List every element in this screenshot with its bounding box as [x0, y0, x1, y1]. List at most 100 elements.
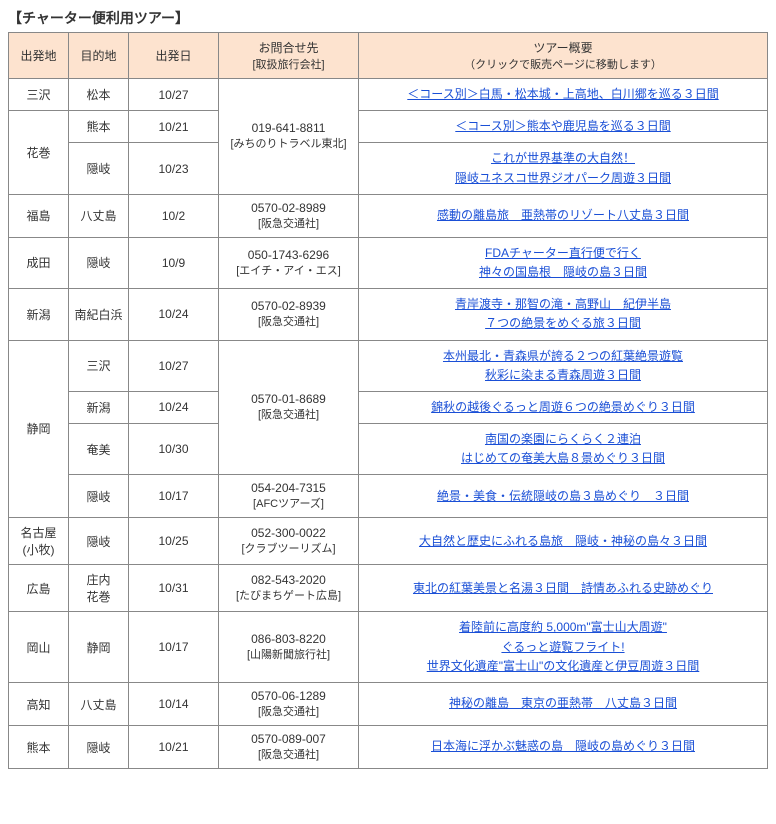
cell-dest: 八丈島 — [69, 194, 129, 237]
tour-link[interactable]: 東北の紅葉美景と名湯３日間 詩情あふれる史跡めぐり — [363, 579, 763, 598]
table-row: 新潟南紀白浜10/240570-02-8939[阪急交通社]青岸渡寺・那智の滝・… — [9, 289, 768, 340]
cell-date: 10/31 — [129, 565, 219, 612]
cell-dep: 福島 — [9, 194, 69, 237]
cell-dest: 隠岐 — [69, 726, 129, 769]
page-title: 【チャーター便利用ツアー】 — [8, 8, 768, 28]
table-row: 奄美10/30 南国の楽園にらくらく２連泊はじめての奄美大島８景めぐり３日間 — [9, 424, 768, 475]
table-row: 岡山静岡10/17086-803-8220[山陽新聞旅行社]着陸前に高度約 5,… — [9, 612, 768, 683]
cell-contact: 0570-01-8689[阪急交通社] — [219, 340, 359, 475]
cell-dest: 隠岐 — [69, 237, 129, 288]
tour-link[interactable]: ＜コース別＞白馬・松本城・上高地、白川郷を巡る３日間 — [363, 85, 763, 104]
cell-dest: 南紀白浜 — [69, 289, 129, 340]
cell-contact: 082-543-2020[たびまちゲート広島] — [219, 565, 359, 612]
table-row: 福島八丈島10/20570-02-8989[阪急交通社]感動の離島旅 亜熱帯のリ… — [9, 194, 768, 237]
cell-date: 10/27 — [129, 79, 219, 111]
cell-dep: 熊本 — [9, 726, 69, 769]
header-dep: 出発地 — [9, 33, 69, 79]
table-row: 隠岐10/23 これが世界基準の大自然！隠岐ユネスコ世界ジオパーク周遊３日間 — [9, 143, 768, 194]
cell-dest: 熊本 — [69, 111, 129, 143]
cell-dep: 三沢 — [9, 79, 69, 111]
cell-tour: 感動の離島旅 亜熱帯のリゾート八丈島３日間 — [359, 194, 768, 237]
table-row: 静岡三沢10/270570-01-8689[阪急交通社]本州最北・青森県が誇る２… — [9, 340, 768, 391]
tour-link[interactable]: 着陸前に高度約 5,000m"富士山大周遊"ぐるっと遊覧フライト!世界文化遺産"… — [363, 618, 763, 676]
cell-dep: 成田 — [9, 237, 69, 288]
cell-dep: 花巻 — [9, 111, 69, 195]
cell-dep: 岡山 — [9, 612, 69, 683]
tour-link[interactable]: 錦秋の越後ぐるっと周遊６つの絶景めぐり３日間 — [363, 398, 763, 417]
cell-tour: 大自然と歴史にふれる島旅 隠岐・神秘の島々３日間 — [359, 518, 768, 565]
cell-date: 10/14 — [129, 683, 219, 726]
cell-contact: 052-300-0022[クラブツーリズム] — [219, 518, 359, 565]
cell-date: 10/21 — [129, 726, 219, 769]
cell-tour: ＜コース別＞熊本や鹿児島を巡る３日間 — [359, 111, 768, 143]
cell-contact: 0570-089-007[阪急交通社] — [219, 726, 359, 769]
cell-contact: 0570-06-1289[阪急交通社] — [219, 683, 359, 726]
cell-date: 10/21 — [129, 111, 219, 143]
cell-tour: 東北の紅葉美景と名湯３日間 詩情あふれる史跡めぐり — [359, 565, 768, 612]
tour-link[interactable]: 感動の離島旅 亜熱帯のリゾート八丈島３日間 — [363, 206, 763, 225]
cell-contact: 0570-02-8989[阪急交通社] — [219, 194, 359, 237]
cell-date: 10/25 — [129, 518, 219, 565]
tour-link[interactable]: FDAチャーター直行便で行く神々の国島根 隠岐の島３日間 — [363, 244, 763, 282]
cell-tour: 絶景・美食・伝統隠岐の島３島めぐり ３日間 — [359, 475, 768, 518]
cell-date: 10/24 — [129, 391, 219, 423]
cell-dep: 名古屋(小牧) — [9, 518, 69, 565]
tour-link[interactable]: 絶景・美食・伝統隠岐の島３島めぐり ３日間 — [363, 487, 763, 506]
cell-tour: 青岸渡寺・那智の滝・高野山 紀伊半島７つの絶景をめぐる旅３日間 — [359, 289, 768, 340]
table-row: 広島庄内花巻10/31082-543-2020[たびまちゲート広島]東北の紅葉美… — [9, 565, 768, 612]
cell-dest: 松本 — [69, 79, 129, 111]
cell-tour: 錦秋の越後ぐるっと周遊６つの絶景めぐり３日間 — [359, 391, 768, 423]
tour-link[interactable]: 青岸渡寺・那智の滝・高野山 紀伊半島７つの絶景をめぐる旅３日間 — [363, 295, 763, 333]
cell-contact: 086-803-8220[山陽新聞旅行社] — [219, 612, 359, 683]
header-date: 出発日 — [129, 33, 219, 79]
cell-dest: 隠岐 — [69, 475, 129, 518]
cell-tour: FDAチャーター直行便で行く神々の国島根 隠岐の島３日間 — [359, 237, 768, 288]
table-row: 名古屋(小牧)隠岐10/25052-300-0022[クラブツーリズム]大自然と… — [9, 518, 768, 565]
cell-date: 10/2 — [129, 194, 219, 237]
cell-dest: 新潟 — [69, 391, 129, 423]
cell-dep: 広島 — [9, 565, 69, 612]
cell-tour: 神秘の離島 東京の亜熱帯 八丈島３日間 — [359, 683, 768, 726]
cell-tour: ＜コース別＞白馬・松本城・上高地、白川郷を巡る３日間 — [359, 79, 768, 111]
cell-contact: 054-204-7315[AFCツアーズ] — [219, 475, 359, 518]
cell-dep: 静岡 — [9, 340, 69, 518]
table-row: 隠岐10/17054-204-7315[AFCツアーズ]絶景・美食・伝統隠岐の島… — [9, 475, 768, 518]
tour-link[interactable]: これが世界基準の大自然！隠岐ユネスコ世界ジオパーク周遊３日間 — [363, 149, 763, 187]
cell-contact: 050-1743-6296[エイチ・アイ・エス] — [219, 237, 359, 288]
table-row: 花巻熊本10/21＜コース別＞熊本や鹿児島を巡る３日間 — [9, 111, 768, 143]
cell-dep: 新潟 — [9, 289, 69, 340]
tour-link[interactable]: 日本海に浮かぶ魅惑の島 隠岐の島めぐり３日間 — [363, 737, 763, 756]
header-contact: お問合せ先 [取扱旅行会社] — [219, 33, 359, 79]
cell-dest: 三沢 — [69, 340, 129, 391]
tour-link[interactable]: 本州最北・青森県が誇る２つの紅葉絶景遊覧秋彩に染まる青森周遊３日間 — [363, 347, 763, 385]
tour-table: 出発地 目的地 出発日 お問合せ先 [取扱旅行会社] ツアー概要 （クリックで販… — [8, 32, 768, 769]
cell-dest: 隠岐 — [69, 143, 129, 194]
tour-link[interactable]: 南国の楽園にらくらく２連泊はじめての奄美大島８景めぐり３日間 — [363, 430, 763, 468]
cell-tour: 南国の楽園にらくらく２連泊はじめての奄美大島８景めぐり３日間 — [359, 424, 768, 475]
cell-date: 10/17 — [129, 475, 219, 518]
cell-date: 10/24 — [129, 289, 219, 340]
cell-tour: 本州最北・青森県が誇る２つの紅葉絶景遊覧秋彩に染まる青森周遊３日間 — [359, 340, 768, 391]
cell-dest: 八丈島 — [69, 683, 129, 726]
cell-date: 10/30 — [129, 424, 219, 475]
table-row: 熊本隠岐10/210570-089-007[阪急交通社]日本海に浮かぶ魅惑の島 … — [9, 726, 768, 769]
cell-tour: 日本海に浮かぶ魅惑の島 隠岐の島めぐり３日間 — [359, 726, 768, 769]
table-row: 成田隠岐10/9050-1743-6296[エイチ・アイ・エス]FDAチャーター… — [9, 237, 768, 288]
header-dest: 目的地 — [69, 33, 129, 79]
tour-link[interactable]: 大自然と歴史にふれる島旅 隠岐・神秘の島々３日間 — [363, 532, 763, 551]
cell-dest: 静岡 — [69, 612, 129, 683]
table-row: 新潟10/24 錦秋の越後ぐるっと周遊６つの絶景めぐり３日間 — [9, 391, 768, 423]
cell-contact: 0570-02-8939[阪急交通社] — [219, 289, 359, 340]
table-row: 高知八丈島10/140570-06-1289[阪急交通社]神秘の離島 東京の亜熱… — [9, 683, 768, 726]
header-tour: ツアー概要 （クリックで販売ページに移動します） — [359, 33, 768, 79]
tour-link[interactable]: ＜コース別＞熊本や鹿児島を巡る３日間 — [363, 117, 763, 136]
cell-dep: 高知 — [9, 683, 69, 726]
tour-link[interactable]: 神秘の離島 東京の亜熱帯 八丈島３日間 — [363, 694, 763, 713]
cell-dest: 奄美 — [69, 424, 129, 475]
cell-date: 10/23 — [129, 143, 219, 194]
cell-date: 10/27 — [129, 340, 219, 391]
cell-date: 10/9 — [129, 237, 219, 288]
cell-contact: 019-641-8811[みちのりトラベル東北] — [219, 79, 359, 195]
cell-date: 10/17 — [129, 612, 219, 683]
cell-dest: 庄内花巻 — [69, 565, 129, 612]
